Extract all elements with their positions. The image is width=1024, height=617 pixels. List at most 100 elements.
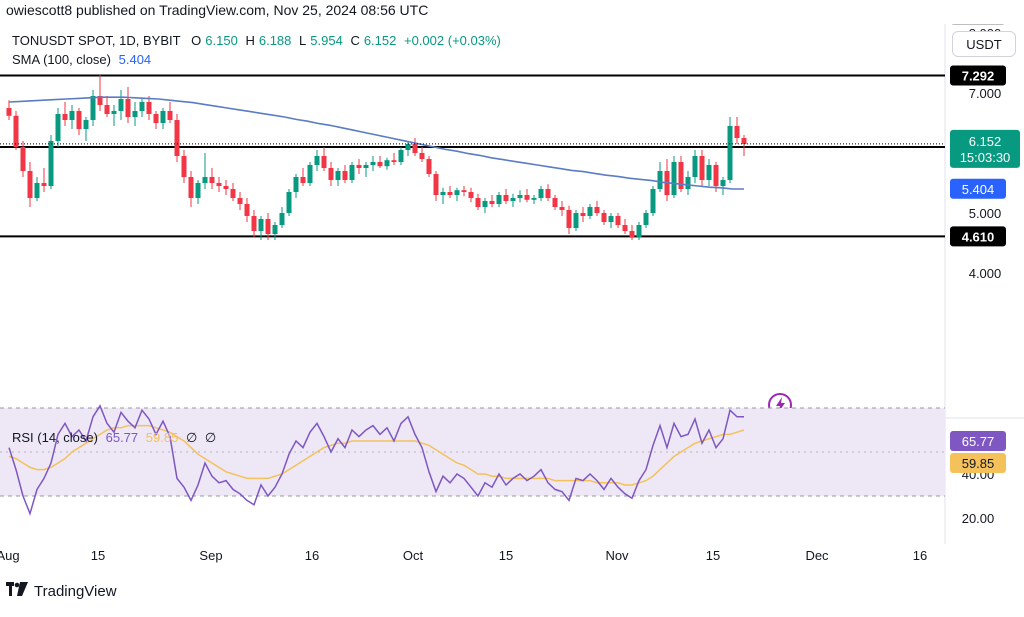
candle-body-17 [125, 99, 131, 117]
chart-canvas[interactable]: 9.0008.0007.0006.0005.0004.0008.3137.292… [0, 24, 1024, 574]
candle-body-61 [433, 174, 439, 195]
candle-body-82 [580, 213, 586, 216]
candle-body-64 [454, 190, 460, 195]
change-value: +0.002 (+0.03%) [404, 33, 501, 48]
rsi-label: RSI (14, close) [12, 430, 98, 445]
candle-body-97 [685, 177, 691, 189]
price-tick-2: 7.000 [969, 86, 1002, 101]
candle-body-92 [650, 189, 656, 213]
time-tick-7: 15 [706, 548, 720, 563]
rsi-ma-line [8, 424, 745, 486]
candle-body-73 [517, 195, 523, 198]
candle-body-30 [216, 183, 222, 186]
candle-body-91 [643, 213, 649, 225]
symbol-name[interactable]: TONUSDT SPOT, 1D, BYBIT [12, 33, 181, 48]
candle-body-90 [636, 225, 642, 237]
high-label: H [245, 33, 255, 48]
candle-body-98 [692, 156, 698, 177]
footer-branding: TradingView [6, 582, 117, 600]
candle-body-75 [531, 198, 537, 200]
time-tick-6: Nov [605, 548, 629, 563]
candle-body-76 [538, 189, 544, 198]
candle-body-80 [566, 210, 572, 228]
candle-body-11 [83, 120, 89, 129]
candle-body-40 [286, 192, 292, 213]
candle-body-88 [622, 225, 628, 231]
candle-body-28 [202, 177, 208, 183]
candle-body-63 [447, 192, 453, 195]
candle-body-24 [174, 120, 180, 156]
candle-body-77 [545, 189, 551, 198]
axis-labels: 9.0008.0007.0006.0005.0004.0008.3137.292… [0, 24, 1020, 563]
footer-brand-text: TradingView [34, 582, 117, 600]
candle-body-12 [90, 96, 96, 120]
candle-body-44 [314, 156, 320, 165]
level-price-label-3: 4.610 [962, 229, 995, 244]
candle-body-86 [608, 216, 614, 222]
candle-body-42 [300, 177, 306, 183]
candle-body-46 [328, 168, 334, 180]
candle-body-85 [601, 213, 607, 222]
candle-body-16 [118, 99, 124, 111]
low-value: 5.954 [310, 33, 343, 48]
time-tick-0: Aug [0, 548, 20, 563]
candle-body-4 [34, 183, 40, 198]
candle-body-5 [41, 183, 47, 186]
candle-body-69 [489, 201, 495, 204]
candle-body-70 [496, 195, 502, 204]
candle-body-20 [146, 102, 152, 114]
candle-body-13 [97, 96, 103, 105]
candle-body-68 [482, 201, 488, 207]
candle-body-53 [377, 162, 383, 167]
candle-body-101 [713, 165, 719, 186]
sma-legend[interactable]: SMA (100, close) 5.404 [12, 52, 151, 67]
candle-body-22 [160, 111, 166, 123]
candle-body-33 [237, 198, 243, 204]
candle-body-26 [188, 177, 194, 198]
candle-body-102 [720, 180, 726, 186]
candle-body-39 [279, 213, 285, 225]
time-tick-8: Dec [805, 548, 829, 563]
level-price-box-3 [950, 226, 1006, 247]
sma-label: SMA (100, close) [12, 52, 111, 67]
candle-body-105 [741, 138, 747, 144]
time-tick-5: 15 [499, 548, 513, 563]
high-value: 6.188 [258, 33, 292, 48]
candle-body-10 [76, 111, 82, 129]
candle-body-93 [657, 171, 663, 189]
price-tick-4: 5.000 [969, 206, 1002, 221]
candle-body-50 [356, 165, 362, 168]
candle-body-58 [412, 144, 418, 153]
publisher-caption: owiescott8 published on TradingView.com,… [6, 2, 429, 18]
rsi-value-label: 65.77 [962, 434, 995, 449]
price-tick-5: 4.000 [969, 266, 1002, 281]
open-label: O [191, 33, 202, 48]
last-price-box [950, 129, 1020, 168]
candle-body-31 [223, 186, 229, 189]
candle-body-25 [181, 156, 187, 177]
candle-body-48 [342, 171, 348, 180]
candle-body-95 [671, 162, 677, 195]
sma-line [8, 96, 744, 190]
candle-body-35 [251, 216, 257, 231]
candle-body-66 [468, 192, 474, 198]
candle-body-27 [195, 183, 201, 198]
candle-body-37 [265, 219, 271, 234]
time-tick-3: 16 [305, 548, 319, 563]
candle-body-32 [230, 189, 236, 198]
candle-body-71 [503, 195, 509, 201]
candle-body-81 [573, 213, 579, 228]
candle-body-96 [678, 162, 684, 189]
currency-button[interactable]: USDT [952, 31, 1016, 57]
open-value: 6.150 [205, 33, 238, 48]
candle-body-67 [475, 198, 481, 207]
candle-body-0 [6, 108, 12, 116]
candle-body-8 [62, 114, 68, 120]
level-price-label-1: 7.292 [962, 68, 995, 83]
candle-body-100 [706, 165, 712, 180]
candle-body-62 [440, 192, 446, 195]
candle-body-29 [209, 177, 215, 183]
candle-body-60 [426, 159, 432, 174]
rsi-legend[interactable]: RSI (14, close) 65.77 59.85 ∅ ∅ [12, 430, 220, 446]
candle-body-59 [419, 153, 425, 159]
